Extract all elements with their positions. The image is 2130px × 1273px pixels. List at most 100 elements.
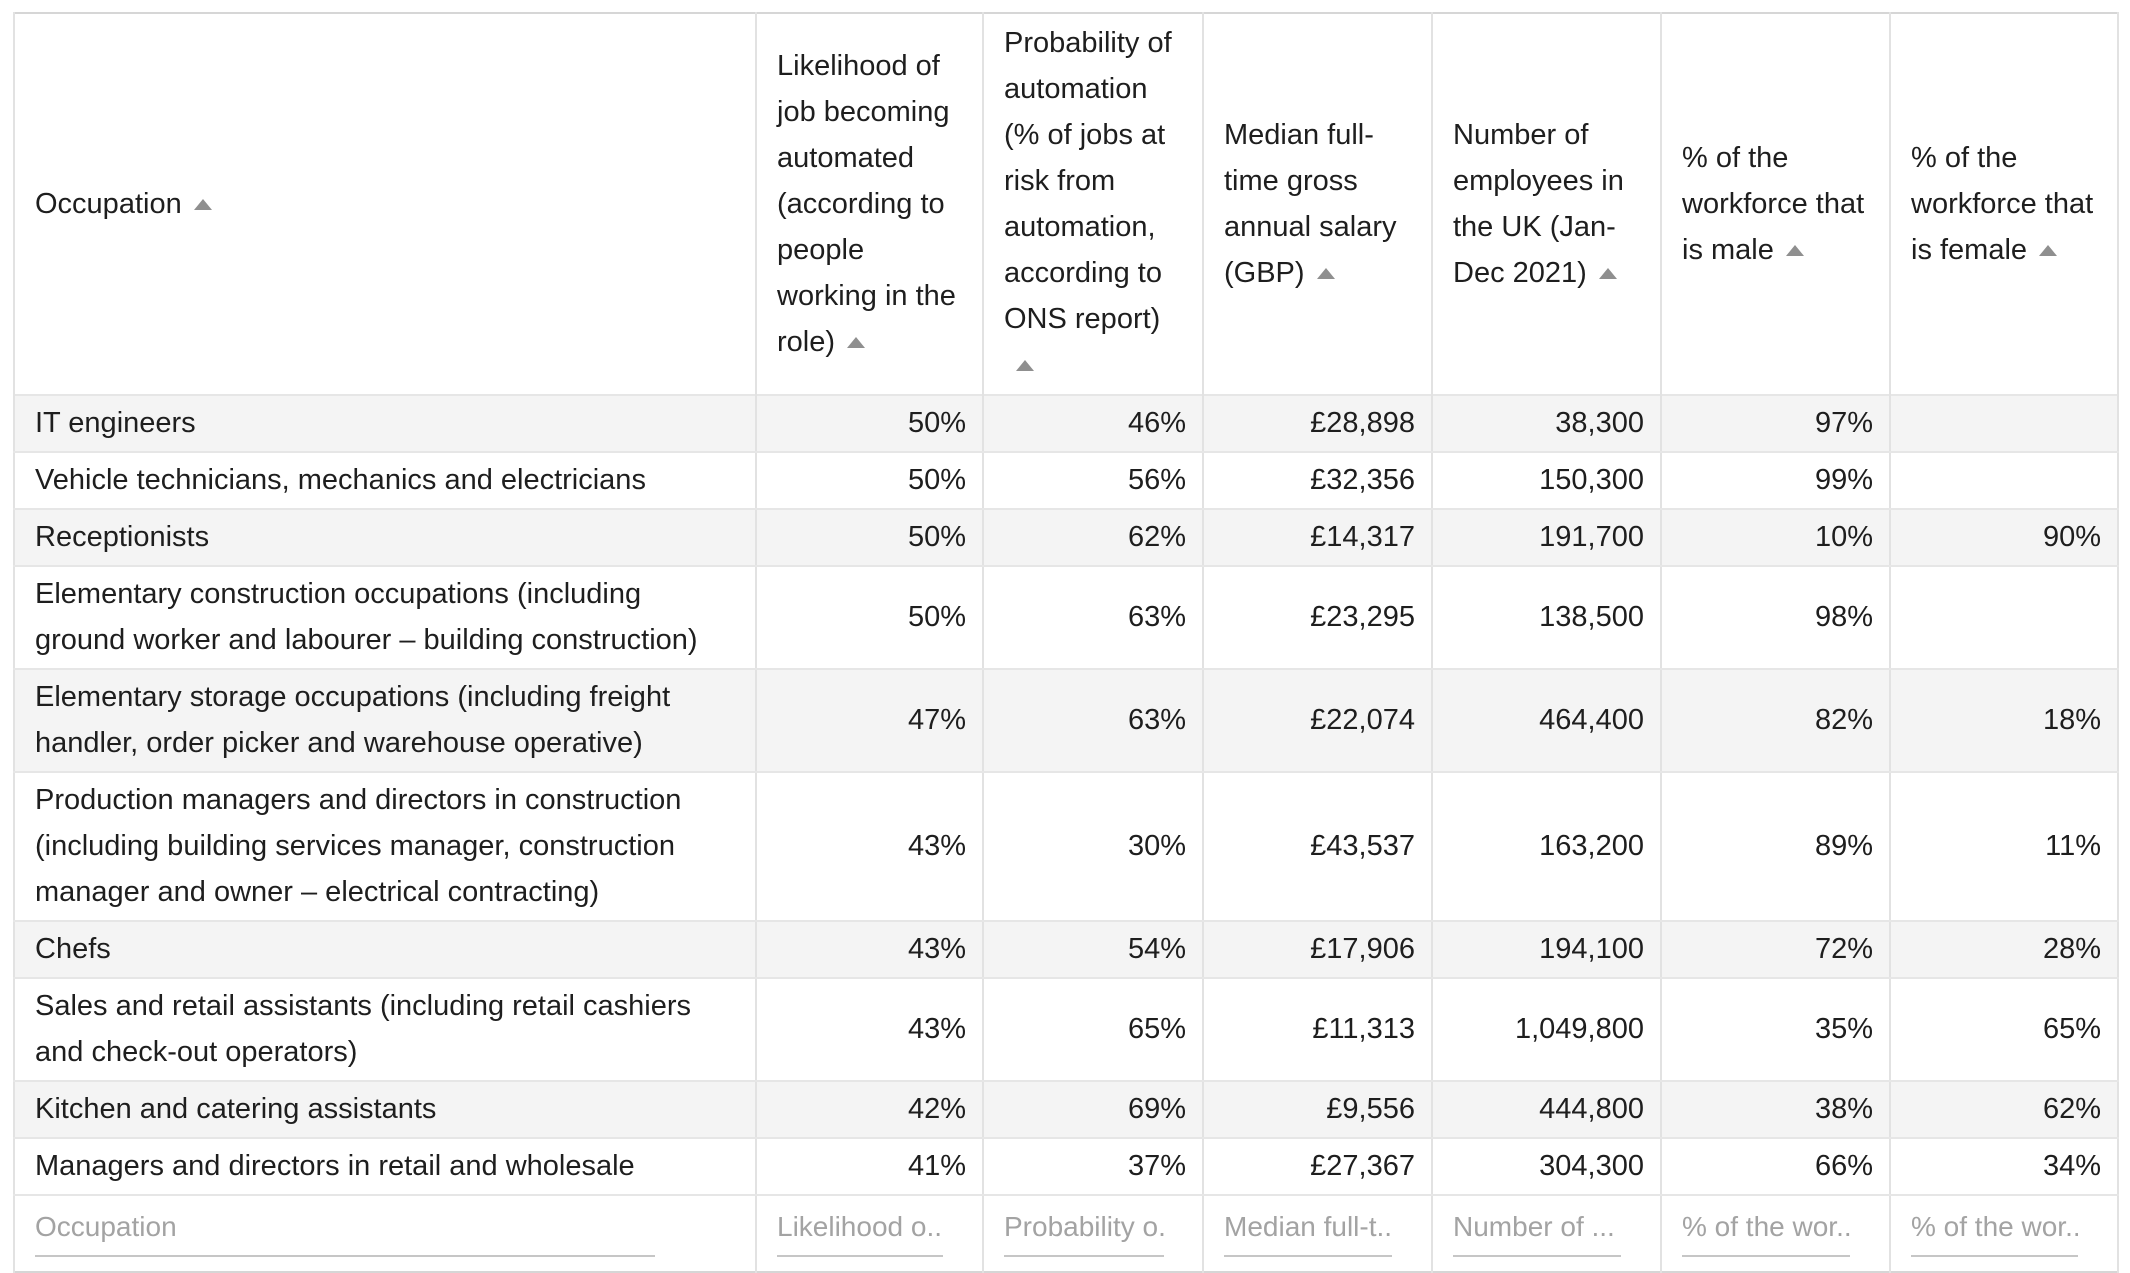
sort-asc-icon[interactable] (847, 337, 866, 348)
value-cell: 72% (1660, 920, 1891, 979)
table-row: Managers and directors in retail and who… (13, 1137, 2119, 1196)
value-cell: 444,800 (1431, 1080, 1662, 1139)
sort-asc-icon[interactable] (1785, 245, 1804, 256)
occupation-cell: Sales and retail assistants (including r… (13, 977, 757, 1082)
value-cell: 42% (755, 1080, 984, 1139)
value-cell: £14,317 (1202, 508, 1433, 567)
value-cell: 34% (1889, 1137, 2119, 1196)
column-header-workforce-female[interactable]: % of the workforce that is female (1889, 13, 2119, 395)
table-row: Kitchen and catering assistants 42% 69% £9,… (13, 1080, 2119, 1139)
value-cell: 50% (755, 508, 984, 567)
column-header-probability-automation[interactable]: Probability of automation (% of jobs at … (982, 13, 1204, 395)
table-row: Chefs 43% 54% £17,906 194,100 72% 28% (13, 920, 2119, 979)
value-cell: 66% (1660, 1137, 1891, 1196)
value-cell: 50% (755, 451, 984, 510)
table-row: IT engineers 50% 46% £28,898 38,300 97% (13, 394, 2119, 453)
value-cell: 30% (982, 771, 1204, 922)
value-cell: 43% (755, 977, 984, 1082)
filter-input-median-salary[interactable] (1224, 1209, 1393, 1257)
filter-input-employees[interactable] (1453, 1209, 1622, 1257)
table-row: Sales and retail assistants (including r… (13, 977, 2119, 1082)
column-header-workforce-male[interactable]: % of the workforce that is male (1660, 13, 1891, 395)
column-header-label: Number of employees in the UK (Jan-Dec 2… (1453, 119, 1624, 289)
value-cell: 54% (982, 920, 1204, 979)
column-header-likelihood-automated[interactable]: Likelihood of job becoming automated (ac… (755, 13, 984, 395)
sort-asc-icon[interactable] (1016, 360, 1034, 371)
column-header-label: % of the workforce that is female (1911, 142, 2094, 266)
occupation-cell: Receptionists (13, 508, 757, 567)
value-cell: 18% (1889, 668, 2119, 773)
value-cell: 150,300 (1431, 451, 1662, 510)
value-cell: 163,200 (1431, 771, 1662, 922)
value-cell: £11,313 (1202, 977, 1433, 1082)
value-cell: £9,556 (1202, 1080, 1433, 1139)
filter-input-workforce-male[interactable] (1682, 1209, 1851, 1257)
column-header-label: Median full-time gross annual salary (GB… (1224, 119, 1397, 289)
value-cell: 38% (1660, 1080, 1891, 1139)
table-row: Receptionists 50% 62% £14,317 191,700 10% 90% (13, 508, 2119, 567)
value-cell: 65% (982, 977, 1204, 1082)
value-cell: 82% (1660, 668, 1891, 773)
value-cell: 90% (1889, 508, 2119, 567)
value-cell: 99% (1660, 451, 1891, 510)
sort-asc-icon[interactable] (1598, 268, 1617, 279)
column-header-label: Occupation (35, 188, 182, 220)
value-cell: 50% (755, 394, 984, 453)
value-cell: 97% (1660, 394, 1891, 453)
value-cell (1889, 394, 2119, 453)
occupation-cell: Vehicle technicians, mechanics and elect… (13, 451, 757, 510)
filter-input-workforce-female[interactable] (1911, 1209, 2079, 1257)
value-cell: 10% (1660, 508, 1891, 567)
value-cell: £28,898 (1202, 394, 1433, 453)
value-cell: 35% (1660, 977, 1891, 1082)
value-cell: £22,074 (1202, 668, 1433, 773)
sort-asc-icon[interactable] (193, 199, 212, 210)
filter-row (13, 1194, 2119, 1272)
value-cell: 304,300 (1431, 1137, 1662, 1196)
occupation-cell: IT engineers (13, 394, 757, 453)
value-cell: 98% (1660, 565, 1891, 670)
value-cell: 194,100 (1431, 920, 1662, 979)
value-cell: £43,537 (1202, 771, 1433, 922)
value-cell: £32,356 (1202, 451, 1433, 510)
value-cell: 63% (982, 668, 1204, 773)
value-cell: 62% (982, 508, 1204, 567)
occupation-cell: Managers and directors in retail and who… (13, 1137, 757, 1196)
occupation-cell: Chefs (13, 920, 757, 979)
value-cell: 43% (755, 920, 984, 979)
table-row: Elementary construction occupations (inc… (13, 565, 2119, 670)
table-row: Elementary storage occupations (includin… (13, 668, 2119, 773)
occupation-cell: Elementary storage occupations (includin… (13, 668, 757, 773)
value-cell: 46% (982, 394, 1204, 453)
value-cell: 47% (755, 668, 984, 773)
value-cell: 56% (982, 451, 1204, 510)
value-cell: 1,049,800 (1431, 977, 1662, 1082)
value-cell: 89% (1660, 771, 1891, 922)
column-header-employees-uk[interactable]: Number of employees in the UK (Jan-Dec 2… (1431, 13, 1662, 395)
value-cell (1889, 565, 2119, 670)
filter-input-likelihood[interactable] (777, 1209, 944, 1257)
column-header-label: Likelihood of job becoming automated (ac… (777, 50, 956, 358)
value-cell: 50% (755, 565, 984, 670)
occupation-cell: Elementary construction occupations (inc… (13, 565, 757, 670)
sort-asc-icon[interactable] (1316, 268, 1335, 279)
table-row: Production managers and directors in con… (13, 771, 2119, 922)
sort-asc-icon[interactable] (2039, 245, 2058, 256)
column-header-label: % of the workforce that is male (1682, 142, 1865, 266)
value-cell: 28% (1889, 920, 2119, 979)
value-cell (1889, 451, 2119, 510)
value-cell: 38,300 (1431, 394, 1662, 453)
value-cell: 138,500 (1431, 565, 1662, 670)
filter-input-probability[interactable] (1004, 1209, 1165, 1257)
filter-input-occupation[interactable] (35, 1209, 655, 1257)
column-header-median-salary[interactable]: Median full-time gross annual salary (GB… (1202, 13, 1433, 395)
value-cell: 464,400 (1431, 668, 1662, 773)
value-cell: £23,295 (1202, 565, 1433, 670)
value-cell: 69% (982, 1080, 1204, 1139)
column-header-occupation[interactable]: Occupation (13, 13, 757, 395)
value-cell: 62% (1889, 1080, 2119, 1139)
occupation-cell: Production managers and directors in con… (13, 771, 757, 922)
table-row: Vehicle technicians, mechanics and elect… (13, 451, 2119, 510)
value-cell: 63% (982, 565, 1204, 670)
occupation-automation-table: Occupation Likelihood of job becoming au… (13, 12, 2119, 1273)
